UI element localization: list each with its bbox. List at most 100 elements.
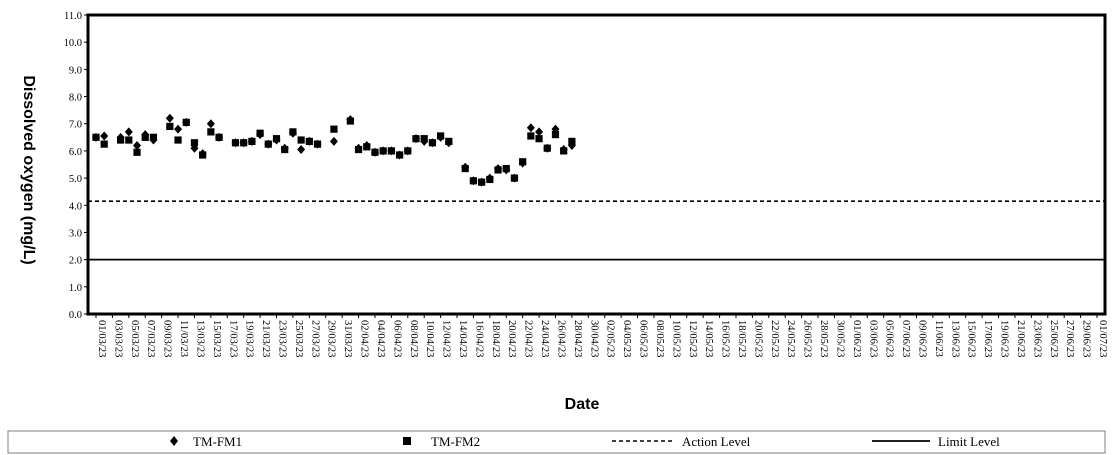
x-tick-label: 31/03/23 [342,320,353,357]
legend-square-marker [403,437,411,445]
y-tick-label: 6.0 [69,147,82,158]
tm-fm2-point [437,132,445,140]
tm-fm2-point [117,136,125,144]
tm-fm2-point [174,136,182,144]
y-tick-label: 4.0 [69,201,82,212]
tm-fm2-point [240,139,248,147]
tm-fm2-point [379,147,387,155]
tm-fm2-point [354,145,363,154]
x-tick-label: 21/06/23 [1015,320,1026,357]
tm-fm2-point [412,135,420,143]
x-tick-label: 26/04/23 [555,320,566,357]
x-tick-label: 19/03/23 [244,320,255,357]
x-tick-label: 01/03/23 [96,320,107,357]
x-tick-label: 24/04/23 [539,320,550,357]
x-tick-label: 30/04/23 [588,320,599,357]
x-tick-label: 08/04/23 [408,320,419,357]
x-tick-label: 08/05/23 [654,320,665,357]
x-tick-label: 02/04/23 [359,320,370,357]
tm-fm2-point [207,128,215,136]
tm-fm2-point [272,135,281,143]
tm-fm2-point [231,139,240,147]
x-tick-label: 11/03/23 [178,320,189,357]
y-tick-label: 10.0 [64,38,82,49]
y-axis-title: Dissolved oxygen (mg/L) [20,75,37,264]
x-tick-label: 16/04/23 [473,320,484,357]
y-tick-label: 0.0 [69,310,82,321]
y-tick-label: 5.0 [69,174,82,185]
tm-fm2-point [527,132,535,140]
tm-fm2-point [313,140,322,148]
x-tick-label: 16/05/23 [720,320,731,357]
x-tick-label: 24/05/23 [785,320,796,357]
x-tick-label: 22/04/23 [523,320,534,357]
tm-fm1-point [329,136,338,146]
y-tick-label: 9.0 [69,65,82,76]
tm-fm2-point [248,137,256,145]
x-tick-label: 07/03/23 [145,320,156,357]
y-tick-label: 3.0 [69,228,82,239]
tm-fm2-point [387,147,395,155]
x-tick-label: 04/04/23 [375,320,386,357]
y-tick-label: 1.0 [69,283,82,294]
tm-fm2-point [330,125,338,133]
tm-fm2-point [149,133,158,141]
x-tick-label: 23/06/23 [1031,320,1042,357]
x-tick-label: 18/05/23 [736,320,747,357]
tm-fm2-point [199,151,207,159]
tm-fm2-point [371,148,379,156]
tm-fm1-point [297,145,306,155]
x-tick-label: 11/06/23 [933,320,944,357]
x-tick-label: 29/03/23 [326,320,337,357]
y-tick-label: 8.0 [69,93,82,104]
y-tick-label: 2.0 [69,256,82,267]
legend-box [7,430,1106,454]
tm-fm2-point [125,136,133,144]
legend-label-tm-fm1: TM-FM1 [193,434,242,449]
x-tick-label: 13/06/23 [949,320,960,357]
x-tick-label: 20/05/23 [752,320,763,357]
x-tick-label: 25/06/23 [1048,320,1059,357]
x-tick-label: 12/04/23 [441,320,452,357]
x-axis: 01/03/23 03/03/23 05/03/23 07/03/23 09/03/23… [95,314,1108,357]
tm-fm2-point [190,139,199,147]
x-tick-label: 17/06/23 [982,320,993,357]
tm-fm1-point [133,140,142,150]
tm-fm2-point [478,178,486,186]
y-tick-label: 11.0 [64,11,82,22]
tm-fm2-point [535,135,543,143]
x-tick-label: 01/07/23 [1097,320,1108,357]
x-tick-label: 27/06/23 [1064,320,1075,357]
x-tick-label: 12/05/23 [687,320,698,357]
tm-fm2-point [346,117,354,125]
x-tick-label: 30/05/23 [834,320,845,357]
x-tick-label: 03/03/23 [112,320,123,357]
x-tick-label: 02/05/23 [605,320,616,357]
tm-fm2-point [494,166,502,174]
x-tick-label: 21/03/23 [260,320,271,357]
x-tick-label: 06/04/23 [391,320,402,357]
legend-label-limit-level: Limit Level [938,434,1000,449]
x-tick-label: 22/05/23 [769,320,780,357]
tm-fm2-point [428,139,437,147]
x-tick-label: 14/05/23 [703,320,714,357]
legend-label-tm-fm2: TM-FM2 [431,434,480,449]
tm-fm1-point [535,127,544,137]
x-tick-label: 19/06/23 [999,320,1010,357]
x-tick-label: 09/06/23 [916,320,927,357]
x-tick-label: 29/06/23 [1081,320,1092,357]
tm-fm2-point [182,118,190,126]
x-tick-label: 13/03/23 [194,320,205,357]
tm-fm2-point [281,145,289,154]
tm-fm2-point [445,137,453,145]
tm-fm2-point [166,122,174,131]
x-tick-label: 15/03/23 [211,320,222,357]
tm-fm2-point [551,131,560,139]
tm-fm2-point [510,174,519,182]
tm-fm2-point [100,140,108,148]
tm-fm2-point [256,129,264,137]
tm-fm1-point [526,123,535,133]
x-tick-label: 10/04/23 [424,320,435,357]
x-tick-label: 04/05/23 [621,320,632,357]
x-tick-label: 06/05/23 [638,320,649,357]
